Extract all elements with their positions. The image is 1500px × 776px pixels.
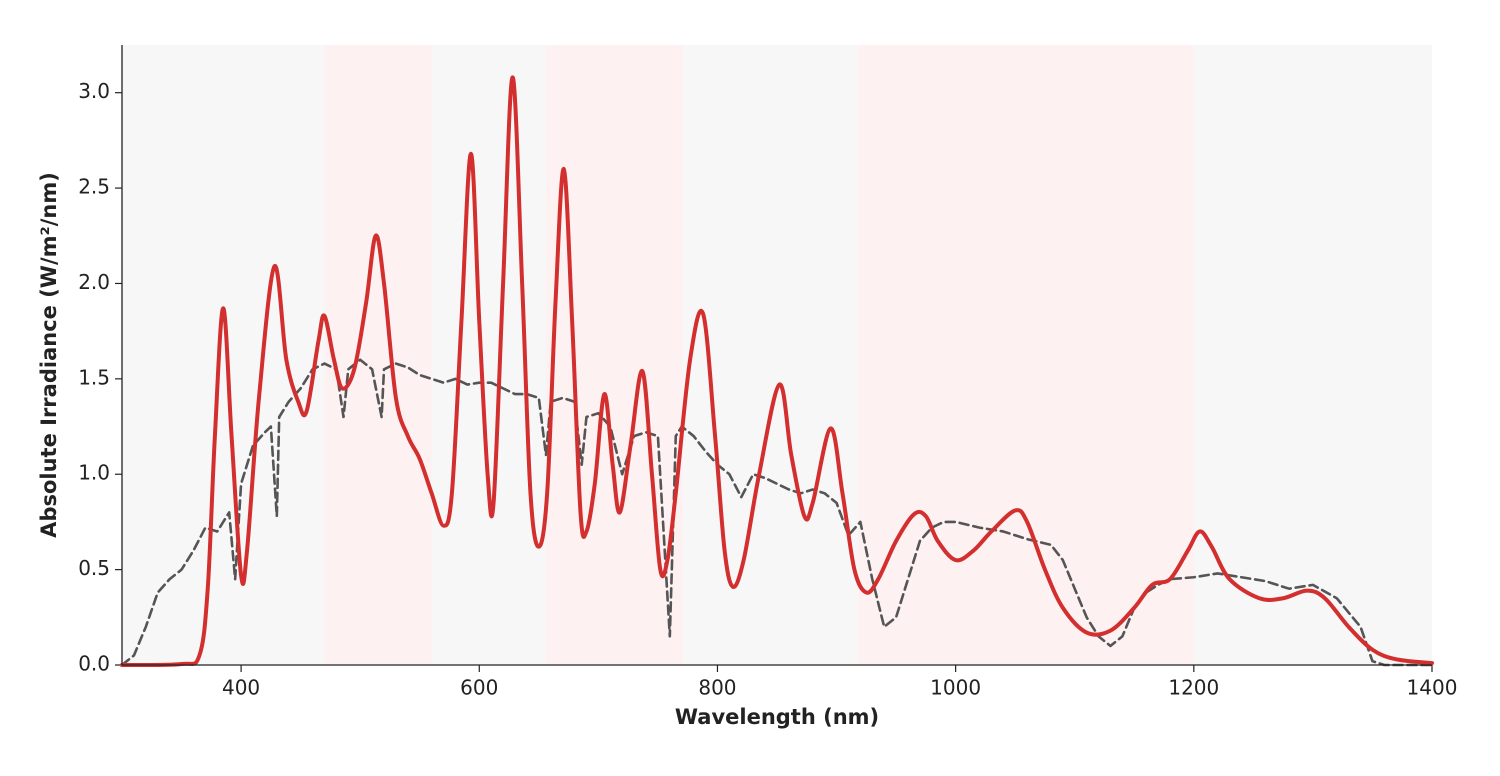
y-tick-label: 1.5 — [78, 365, 110, 389]
x-tick-label: 1400 — [1407, 676, 1458, 700]
shaded-region — [431, 45, 546, 665]
shaded-region — [1193, 45, 1432, 665]
series-line — [120, 358, 1434, 667]
x-axis-label: Wavelength (nm) — [675, 705, 879, 729]
shaded-region — [122, 45, 325, 665]
shaded-region — [857, 45, 1194, 665]
y-axis-label: Absolute Irradiance (W/m²/nm) — [37, 172, 61, 538]
x-tick-label: 1000 — [930, 676, 981, 700]
y-tick-label: 2.5 — [78, 175, 110, 199]
shaded-region — [682, 45, 858, 665]
x-tick-label: 1200 — [1168, 676, 1219, 700]
y-tick-label: 0.5 — [78, 556, 110, 580]
x-tick-label: 800 — [698, 676, 736, 700]
y-tick-label: 3.0 — [78, 79, 110, 103]
y-tick-label: 0.0 — [78, 652, 110, 676]
x-tick-label: 400 — [222, 676, 260, 700]
x-tick-label: 600 — [460, 676, 498, 700]
shaded-region — [324, 45, 432, 665]
series-line — [120, 75, 1434, 668]
y-tick-label: 2.0 — [78, 270, 110, 294]
y-tick-label: 1.0 — [78, 461, 110, 485]
